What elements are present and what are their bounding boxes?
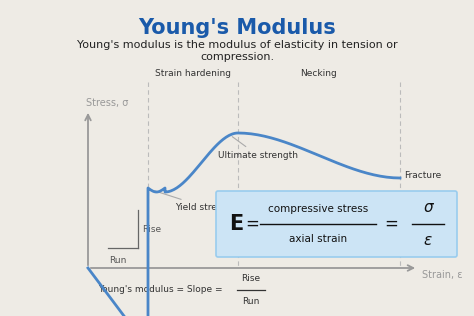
Text: Fracture: Fracture (404, 171, 441, 179)
Text: Ultimate strength: Ultimate strength (218, 137, 298, 160)
Text: =: = (245, 215, 259, 233)
Text: Run: Run (109, 256, 127, 265)
Text: Stress, σ: Stress, σ (86, 98, 128, 108)
Text: compressive stress: compressive stress (268, 204, 368, 214)
Text: Strain hardening: Strain hardening (155, 69, 231, 78)
Text: Rise: Rise (241, 274, 261, 283)
Text: Yield strength: Yield strength (155, 191, 238, 212)
FancyBboxPatch shape (216, 191, 457, 257)
Text: σ: σ (423, 200, 433, 215)
Text: ε: ε (424, 233, 432, 248)
Text: Rise: Rise (142, 224, 161, 234)
Text: Young's modulus = Slope =: Young's modulus = Slope = (98, 285, 225, 295)
Text: axial strain: axial strain (289, 234, 347, 244)
Text: Strain, ε: Strain, ε (422, 270, 463, 280)
Text: =: = (384, 215, 398, 233)
Text: $\mathbf{E}$: $\mathbf{E}$ (228, 214, 243, 234)
Text: Young's modulus is the modulus of elasticity in tension or: Young's modulus is the modulus of elasti… (77, 40, 397, 50)
Text: compression.: compression. (200, 52, 274, 62)
Text: Run: Run (242, 297, 260, 306)
Text: Necking: Necking (301, 69, 337, 78)
Text: Young's Modulus: Young's Modulus (138, 18, 336, 38)
